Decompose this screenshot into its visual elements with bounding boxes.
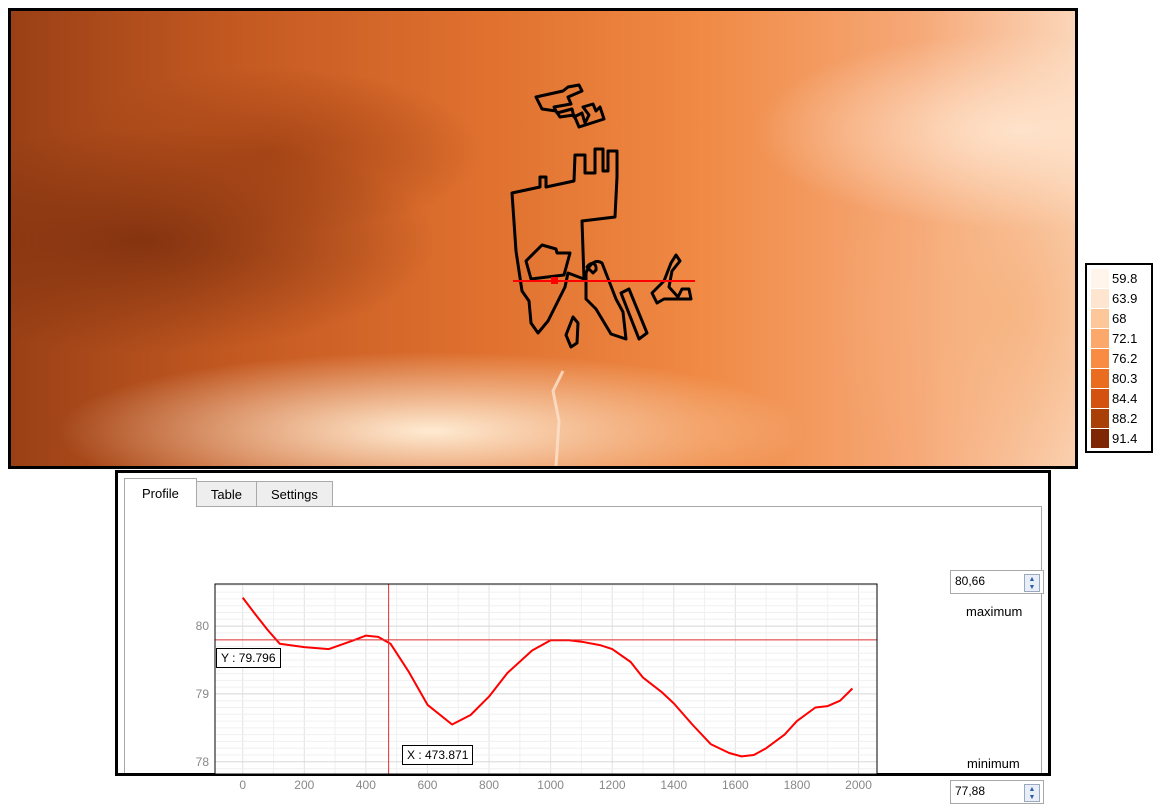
legend-entry: 88.2 [1091,408,1149,428]
minimum-input[interactable] [951,781,1019,801]
x-tick-label: 2000 [845,778,872,792]
legend-swatch [1091,268,1109,288]
legend-entry: 84.4 [1091,388,1149,408]
legend-swatch [1091,328,1109,348]
y-tick-label: 79 [196,687,210,701]
legend-swatch [1091,368,1109,388]
legend-entry: 76.2 [1091,348,1149,368]
field-boundary-notch [585,261,598,275]
field-boundary-sliver [564,315,580,349]
profile-chart[interactable]: 0 200 400 600 800 1000 1200 1400 1600 1800 2000 78 7… [165,572,915,802]
minimum-spinbox[interactable]: ▲ ▼ [950,780,1044,804]
terrain-channel [551,370,565,466]
x-tick-label: 1200 [599,778,626,792]
x-tick-label: 0 [239,778,246,792]
tab-profile[interactable]: Profile [124,478,197,507]
legend-entry: 68 [1091,308,1149,328]
minimum-label: minimum [967,756,1020,771]
field-boundary-east [650,253,693,305]
spin-up-icon[interactable]: ▲ [1028,785,1036,793]
spin-up-icon[interactable]: ▲ [1028,575,1036,583]
legend-swatch [1091,408,1109,428]
tab-content: 0 200 400 600 800 1000 1200 1400 1600 1800 2000 78 7… [124,507,1044,804]
tab-divider [124,506,1042,507]
legend-label: 84.4 [1112,390,1138,406]
legend-entry: 63.9 [1091,288,1149,308]
legend-entry: 80.3 [1091,368,1149,388]
elevation-legend: 59.8 63.9 68 72.1 76.2 80.3 84.4 88.2 91.4 [1085,263,1153,453]
legend-label: 59.8 [1112,270,1138,286]
x-tick-label: 1800 [784,778,811,792]
spin-down-icon[interactable]: ▼ [1028,793,1036,801]
minimum-spin-arrows[interactable]: ▲ ▼ [1024,784,1040,802]
field-boundary-north [534,83,606,129]
plot-frame [214,583,878,775]
maximum-spin-arrows[interactable]: ▲ ▼ [1024,574,1040,592]
x-tick-label: 1400 [660,778,687,792]
maximum-input[interactable] [951,571,1019,591]
legend-label: 76.2 [1112,350,1138,366]
legend-swatch [1091,348,1109,368]
profile-cursor-marker[interactable] [551,277,558,284]
tab-bar: Profile Table Settings [124,478,333,507]
y-tick-label: 80 [196,619,210,633]
field-boundary-south [619,287,649,341]
y-tick-label: 78 [196,755,210,769]
legend-label: 68 [1112,310,1127,326]
x-tick-label: 600 [417,778,437,792]
legend-swatch [1091,308,1109,328]
legend-label: 88.2 [1112,410,1138,426]
legend-entry: 59.8 [1091,268,1149,288]
x-tick-label: 800 [479,778,499,792]
legend-entry: 72.1 [1091,328,1149,348]
map-canvas[interactable] [8,8,1078,469]
legend-swatch [1091,388,1109,408]
plot-area [215,584,877,774]
profile-panel: Profile Table Settings 0 200 400 600 800 1000 12… [115,470,1051,804]
maximum-label: maximum [966,604,1023,619]
maximum-spinbox[interactable]: ▲ ▼ [950,570,1044,594]
field-boundary-inner [524,243,572,281]
y-readout: Y : 79.796 [216,648,281,668]
x-tick-label: 200 [294,778,314,792]
legend-label: 80.3 [1112,370,1138,386]
legend-swatch [1091,288,1109,308]
legend-label: 63.9 [1112,290,1138,306]
legend-entry: 91.4 [1091,428,1149,448]
x-readout: X : 473.871 [402,745,474,765]
x-tick-label: 1000 [537,778,564,792]
field-boundary-spur [584,259,628,341]
map-overlay [510,83,695,466]
field-boundary-main [510,147,619,335]
legend-label: 91.4 [1112,430,1138,446]
spin-down-icon[interactable]: ▼ [1028,583,1036,591]
tab-settings[interactable]: Settings [255,481,333,507]
x-tick-label: 1600 [722,778,749,792]
legend-label: 72.1 [1112,330,1138,346]
legend-swatch [1091,428,1109,448]
tab-table[interactable]: Table [195,481,257,507]
x-tick-label: 400 [356,778,376,792]
